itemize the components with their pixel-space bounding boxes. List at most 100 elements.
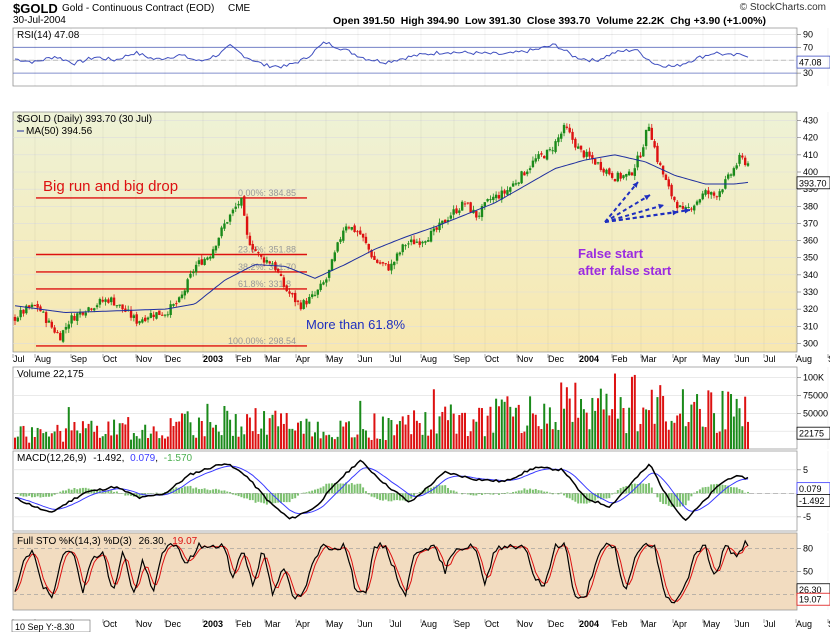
macd-hist-bar xyxy=(362,487,365,494)
crosshair-readout-box xyxy=(11,619,91,632)
candle-body xyxy=(460,201,464,211)
candle-body xyxy=(438,222,441,231)
volume-bar xyxy=(291,428,294,449)
candle-body xyxy=(642,147,645,157)
current-value-label: 22175 xyxy=(799,429,824,439)
macd-hist-bar xyxy=(455,491,458,494)
candle-body xyxy=(463,203,467,205)
candle-body xyxy=(226,222,229,224)
candle-body xyxy=(599,161,603,170)
header: $GOLD Gold - Continuous Contract (EOD) C… xyxy=(0,0,830,28)
month-label: Oct xyxy=(103,619,118,629)
candle-body xyxy=(95,305,99,308)
macd-hist-bar xyxy=(254,493,257,503)
macd-hist-bar xyxy=(452,490,455,494)
volume-bar xyxy=(486,415,489,449)
price-panel: 0.00%: 384.85 23.6%: 351.88 38.2%: 341.70 6… xyxy=(12,111,830,353)
macd-hist-bar xyxy=(288,493,291,503)
candle-body xyxy=(177,297,181,303)
candle-body xyxy=(53,327,56,333)
volume-bar xyxy=(285,412,288,449)
macd-hist-bar xyxy=(209,490,212,494)
candle-body xyxy=(172,304,175,306)
volume-bar xyxy=(441,411,444,449)
volume-bar xyxy=(25,436,28,449)
volume-bar xyxy=(118,423,121,449)
macd-hist-bar xyxy=(169,489,172,494)
macd-hist-bar xyxy=(342,483,345,494)
rsi-axis: 9070503047.08 xyxy=(796,29,830,78)
candle-body xyxy=(494,194,498,199)
volume-bar xyxy=(336,436,339,449)
volume-bar xyxy=(520,432,523,449)
macd-hist-bar xyxy=(727,485,730,494)
volume-bar xyxy=(28,442,31,449)
macd-hist-bar xyxy=(684,493,687,506)
fib-label: 38.2%: 341.70 xyxy=(238,262,296,272)
macd-hist-bar xyxy=(630,484,633,494)
month-label: May xyxy=(326,619,344,629)
macd-hist-bar xyxy=(605,493,608,499)
candle-body xyxy=(101,299,104,302)
volume-bar xyxy=(76,430,79,449)
month-label: Feb xyxy=(236,619,252,629)
candle-body xyxy=(302,300,305,309)
volume-bar xyxy=(715,432,718,449)
sto-legend-k: 26.30 xyxy=(139,536,164,547)
candle-body xyxy=(718,191,721,198)
candle-body xyxy=(228,214,232,222)
volume-bar xyxy=(404,424,407,449)
candle-body xyxy=(387,264,390,271)
volume-bar xyxy=(424,412,427,449)
volume-bar xyxy=(435,433,438,449)
annotation-arrow xyxy=(604,204,665,223)
macd-hist-bar xyxy=(744,492,747,494)
volume-bar xyxy=(475,421,478,449)
macd-hist-bar xyxy=(313,489,316,494)
volume-bar xyxy=(730,394,733,449)
macd-hist-bar xyxy=(441,485,444,494)
macd-hist-bar xyxy=(226,491,229,494)
macd-hist-bar xyxy=(447,487,450,494)
macd-hist-bar xyxy=(478,493,481,495)
candle-body xyxy=(582,150,586,158)
sto-panel: Full STO %K(14,3) %D(3) 26.30, 19.07 80 5… xyxy=(12,532,830,611)
candle-body xyxy=(537,154,540,159)
candle-body xyxy=(42,311,45,313)
candle-body xyxy=(59,332,62,341)
macd-hist-bar xyxy=(673,493,676,507)
candle-body xyxy=(84,312,87,316)
macd-hist-bar xyxy=(189,485,192,494)
volume-bar xyxy=(200,421,203,449)
candle-body xyxy=(299,302,303,310)
ohlc-bar: Open 391.50 High 394.90 Low 391.30 Close… xyxy=(333,15,766,27)
candle-body xyxy=(192,271,195,274)
rsi-panel-bg xyxy=(12,27,798,87)
candle-body xyxy=(707,190,710,195)
tick-label: 50000 xyxy=(803,408,828,418)
price-legend: $GOLD (Daily) 393.70 (30 Jul) MA(50) 394… xyxy=(17,114,152,137)
volume-bar xyxy=(662,395,665,449)
candle-body xyxy=(175,303,178,305)
volume-panel: Volume 22,175 100K75000500002500022175 xyxy=(12,366,830,450)
volume-bar xyxy=(534,414,537,449)
tick-label: 90 xyxy=(803,29,813,39)
macd-hist-bar xyxy=(568,493,571,499)
brand[interactable]: © StockCharts.com xyxy=(739,2,826,13)
candle-body xyxy=(678,205,682,208)
volume-bar xyxy=(305,418,308,449)
macd-hist-bar xyxy=(70,489,73,494)
candle-body xyxy=(412,239,416,245)
macd-hist-bar xyxy=(144,493,147,495)
candle-body xyxy=(313,294,317,296)
candle-body xyxy=(211,249,215,259)
candle-body xyxy=(262,257,266,263)
macd-hist-bar xyxy=(687,493,690,501)
candle-body xyxy=(129,309,133,318)
low-value: 391.30 xyxy=(488,15,521,27)
volume-bar xyxy=(149,433,152,449)
sto-legend-prefix: Full STO %K(14,3) %D(3) xyxy=(17,536,132,547)
candle-body xyxy=(231,209,235,214)
volume-bar xyxy=(529,396,532,449)
macd-hist-bar xyxy=(130,493,133,496)
